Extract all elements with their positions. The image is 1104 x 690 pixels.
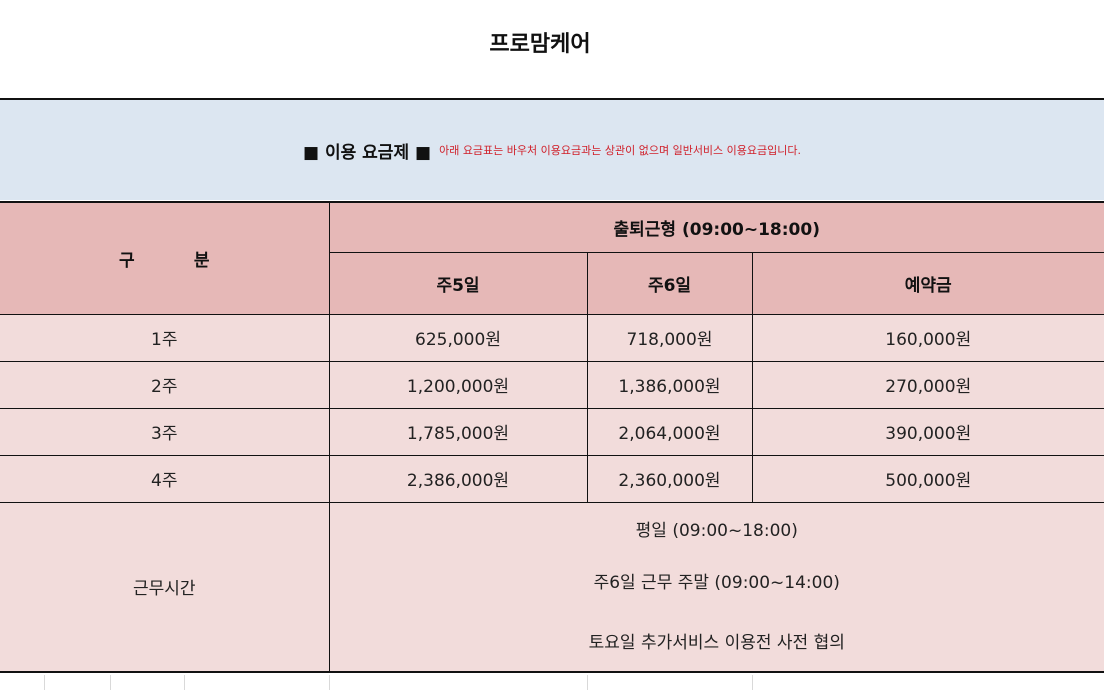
hours-details: 평일 (09:00~18:00) 주6일 근무 주말 (09:00~14:00)… — [328, 501, 1104, 673]
price-6days: 718,000원 — [586, 313, 753, 362]
hours-label: 근무시간 — [0, 501, 330, 673]
col-header-deposit: 예약금 — [751, 251, 1104, 315]
price-5days: 1,200,000원 — [328, 360, 588, 409]
pricing-table: 구 분 출퇴근형 (09:00~18:00) 주5일 주6일 예약금 1주 62… — [0, 201, 1104, 673]
price-6days: 2,360,000원 — [586, 454, 753, 503]
price-5days: 625,000원 — [328, 313, 588, 362]
pricing-banner: ■ 이용 요금제 ■ 아래 요금표는 바우처 이용요금과는 상관이 없으며 일반… — [0, 98, 1104, 200]
col-header-5days: 주5일 — [329, 251, 588, 315]
hours-row: 근무시간 평일 (09:00~18:00) 주6일 근무 주말 (09:00~1… — [0, 501, 1104, 673]
col-header-6days: 주6일 — [586, 251, 753, 315]
spreadsheet-gridlines — [0, 675, 1104, 690]
price-5days: 1,785,000원 — [328, 407, 588, 456]
hours-weekday: 평일 (09:00~18:00) — [635, 520, 798, 541]
deposit: 270,000원 — [751, 360, 1104, 409]
deposit: 500,000원 — [751, 454, 1104, 503]
row-label: 1주 — [0, 313, 330, 362]
table-row: 4주 2,386,000원 2,360,000원 500,000원 — [0, 454, 1104, 503]
deposit: 390,000원 — [751, 407, 1104, 456]
hours-weekend: 주6일 근무 주말 (09:00~14:00) — [593, 572, 840, 593]
price-5days: 2,386,000원 — [328, 454, 588, 503]
hours-saturday-note: 토요일 추가서비스 이용전 사전 협의 — [588, 632, 845, 653]
table-row: 2주 1,200,000원 1,386,000원 270,000원 — [0, 360, 1104, 409]
deposit: 160,000원 — [751, 313, 1104, 362]
price-6days: 1,386,000원 — [586, 360, 753, 409]
banner-note: 아래 요금표는 바우처 이용요금과는 상관이 없으며 일반서비스 이용요금입니다… — [439, 144, 802, 157]
category-header: 구 분 — [0, 201, 330, 315]
page-title: 프로맘케어 — [489, 32, 591, 57]
row-label: 3주 — [0, 407, 330, 456]
row-label: 4주 — [0, 454, 330, 503]
banner-heading: ■ 이용 요금제 ■ — [302, 142, 432, 163]
price-6days: 2,064,000원 — [586, 407, 753, 456]
table-row: 1주 625,000원 718,000원 160,000원 — [0, 313, 1104, 362]
commute-type-header: 출퇴근형 (09:00~18:00) — [328, 201, 1104, 253]
table-row: 3주 1,785,000원 2,064,000원 390,000원 — [0, 407, 1104, 456]
row-label: 2주 — [0, 360, 330, 409]
